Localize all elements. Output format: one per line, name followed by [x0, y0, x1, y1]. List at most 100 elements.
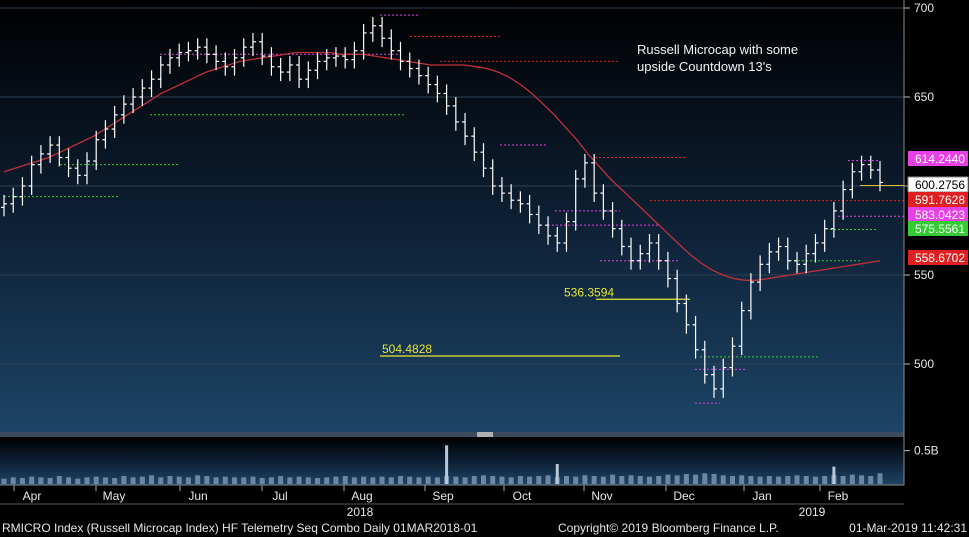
ohlc-bar	[572, 169, 579, 231]
x-tick-label: Nov	[591, 489, 612, 503]
volume-bar	[232, 477, 238, 484]
ohlc-bar	[286, 56, 293, 81]
volume-bar	[305, 477, 311, 484]
ohlc-bar	[406, 52, 413, 78]
volume-bar	[508, 477, 514, 484]
y-tick-label: 700	[914, 1, 934, 15]
volume-bar	[112, 478, 118, 484]
volume-bar	[139, 476, 145, 484]
ohlc-bar	[47, 136, 54, 163]
ohlc-bar	[249, 32, 256, 57]
volume-bar	[38, 477, 44, 484]
volume-bar	[453, 476, 459, 484]
footer-title: RMICRO Index (Russell Microcap Index) HF…	[2, 521, 478, 535]
ohlc-bar	[729, 337, 736, 377]
x-tick-label: Jun	[188, 489, 207, 503]
volume-bar	[176, 476, 182, 484]
ohlc-bar	[508, 184, 515, 210]
ohlc-bar	[37, 145, 44, 174]
ohlc-bar	[692, 315, 699, 359]
ohlc-bar	[360, 24, 367, 60]
ohlc-bar	[83, 152, 90, 185]
volume-spike	[832, 466, 836, 484]
ohlc-bar	[498, 177, 505, 203]
volume-bar	[646, 476, 652, 484]
volume-bar	[859, 475, 865, 484]
ohlc-bar	[646, 234, 653, 263]
ohlc-bar	[379, 16, 386, 48]
volume-bar	[868, 476, 874, 484]
volume-bar	[158, 477, 164, 484]
ohlc-bar	[222, 52, 229, 76]
ohlc-bar	[120, 95, 127, 124]
x-tick-label: Dec	[673, 489, 694, 503]
ohlc-bar	[296, 56, 303, 89]
volume-bar	[10, 477, 16, 484]
ohlc-bar	[166, 48, 173, 74]
ohlc-bar	[434, 75, 441, 103]
volume-bar	[434, 477, 440, 484]
volume-bar	[102, 477, 108, 484]
ohlc-bar	[812, 234, 819, 263]
footer-copyright: Copyright© 2019 Bloomberg Finance L.P.	[558, 521, 779, 535]
volume-bar	[471, 476, 477, 484]
ohlc-bar	[849, 162, 856, 199]
volume-bar	[545, 475, 551, 484]
ohlc-bar	[111, 105, 118, 138]
ohlc-bar	[10, 187, 17, 213]
volume-bar	[1, 478, 7, 484]
x-tick-label: Jan	[752, 489, 771, 503]
ohlc-bar	[554, 226, 561, 252]
volume-bar	[370, 477, 376, 484]
ohlc-bar	[618, 219, 625, 256]
volume-bar	[794, 475, 800, 484]
volume-bar	[610, 474, 616, 484]
ohlc-bar	[130, 88, 137, 114]
ohlc-bar	[185, 41, 192, 62]
ohlc-bar	[277, 57, 284, 81]
ohlc-bar	[489, 159, 496, 195]
ohlc-bar	[840, 180, 847, 220]
volume-bar	[536, 476, 542, 484]
y-tick-label: 650	[914, 90, 934, 104]
y-tick-label: 550	[914, 268, 934, 282]
volume-bars: 0.5B	[1, 444, 939, 484]
x-tick-label: May	[103, 489, 126, 503]
price-tag: 591.7628	[908, 192, 968, 207]
ohlc-bar	[231, 48, 238, 76]
volume-divider[interactable]	[0, 432, 904, 437]
ohlc-bar	[93, 130, 100, 170]
x-tick-label: Sep	[432, 489, 454, 503]
ohlc-bar	[314, 52, 321, 80]
volume-bar	[130, 477, 136, 484]
ohlc-bar	[157, 56, 164, 89]
x-tick-label: Feb	[828, 489, 849, 503]
divider-handle[interactable]	[477, 432, 493, 437]
volume-bar	[121, 476, 127, 484]
volume-bar	[702, 473, 708, 484]
ohlc-bar	[65, 148, 72, 178]
ohlc-bar	[600, 184, 607, 220]
volume-bar	[720, 475, 726, 484]
ohlc-bar	[240, 38, 247, 67]
ohlc-bar	[655, 234, 662, 270]
volume-bar	[315, 478, 321, 484]
volume-bar	[351, 477, 357, 484]
ohlc-bar	[637, 244, 644, 270]
annotation-line-1: Russell Microcap with some	[637, 42, 798, 57]
volume-bar	[683, 474, 689, 484]
ohlc-bar	[139, 79, 146, 106]
footer-timestamp: 01-Mar-2019 11:42:31	[849, 521, 967, 535]
annotation-line-2: upside Countdown 13's	[637, 59, 772, 74]
price-tag: 600.2756	[907, 176, 969, 193]
volume-bar	[287, 477, 293, 484]
volume-bar	[776, 476, 782, 484]
ohlc-bar	[738, 301, 745, 356]
level-label-536: 536.3594	[564, 285, 614, 299]
volume-spike	[555, 464, 559, 484]
volume-bar	[93, 476, 99, 484]
ohlc-bar	[425, 66, 432, 94]
volume-bar	[619, 476, 625, 484]
volume-bar	[739, 475, 745, 484]
volume-bar	[185, 477, 191, 484]
